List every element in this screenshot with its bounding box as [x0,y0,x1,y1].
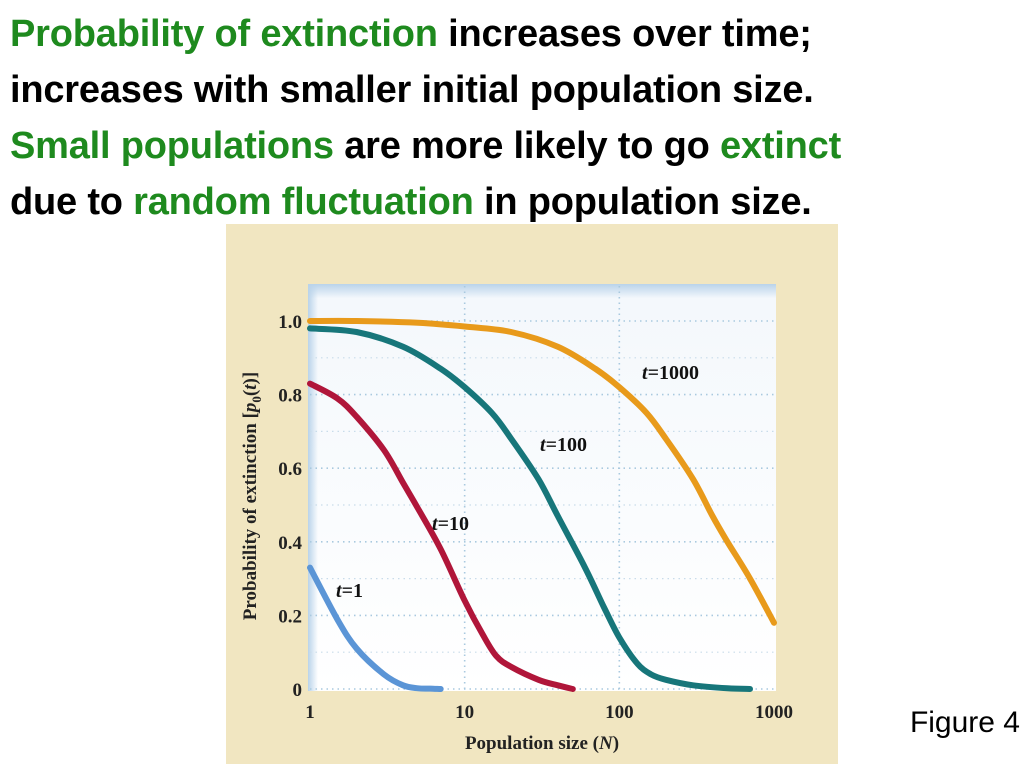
series-line-t-100 [307,325,753,692]
heading-segment: extinct [719,125,842,167]
figure-caption: Figure 4 [909,706,1020,739]
x-axis-title-part: Population size ( [465,733,599,754]
x-axis-title: Population size (N) [465,733,619,754]
heading-line-2: increases with smaller initial populatio… [10,62,1020,118]
series-line-t-1000 [307,317,777,626]
y-tick-label: 0.2 [278,606,302,627]
curve-labels: t=1 t=10 t=100 t=1000 [336,362,699,602]
heading-segment: Small populations [10,125,334,167]
heading-line-3: Small populations are more likely to go … [10,118,1020,174]
heading-segment: random fluctuation [133,181,474,223]
heading-segment: increases over time; [437,13,812,55]
series-lines [307,317,777,692]
y-axis-title-var: p [240,403,261,415]
y-tick-label: 0.8 [278,386,302,407]
series-label: t=10 [432,513,469,535]
heading-line-1: Probability of extinction increases over… [10,6,1020,62]
heading-segment: in population size. [473,181,812,223]
y-axis-title: Probability of extinction [p0(t)] [240,372,264,620]
y-tick-label: 0.4 [278,533,302,554]
heading-segment: increases with smaller initial populatio… [10,69,814,111]
y-tick-label: 0.6 [278,459,302,480]
y-axis-title-var: t [240,384,261,390]
slide-heading: Probability of extinction increases over… [10,6,1020,230]
x-axis-title-var: N [598,733,614,754]
series-label: t=100 [540,434,587,456]
y-axis-title-part: ( [240,390,261,396]
series-line-t-1 [307,564,444,692]
x-tick-label: 1 [305,702,315,723]
series-line-t-10 [307,380,576,692]
x-axis-title-part: ) [613,733,619,754]
heading-segment: due to [10,181,134,223]
x-tick-label: 1000 [755,702,793,723]
series-label: t=1 [336,580,363,602]
extinction-chart: 00.20.40.60.81.01 10 100 1000 t=1t=10t=100t… [240,284,793,754]
heading-line-4: due to random fluctuation in population … [10,174,1020,230]
tick-labels: 0 0.2 0.4 0.6 0.8 1.0 1 10 100 1000 [278,312,793,723]
y-axis-title-part: Probability of extinction [ [240,412,261,620]
plot-area-edge [308,284,318,691]
heading-segment: are more likely to go [333,125,720,167]
heading-segment: Probability of extinction [10,13,438,55]
y-axis-title-sub: 0 [249,396,264,403]
y-axis-title-part: )] [240,372,261,385]
x-tick-label: 10 [455,702,474,723]
y-tick-label: 0 [293,680,303,701]
x-tick-label: 100 [605,702,634,723]
series-label: t=1000 [642,362,699,384]
y-tick-label: 1.0 [278,312,302,333]
